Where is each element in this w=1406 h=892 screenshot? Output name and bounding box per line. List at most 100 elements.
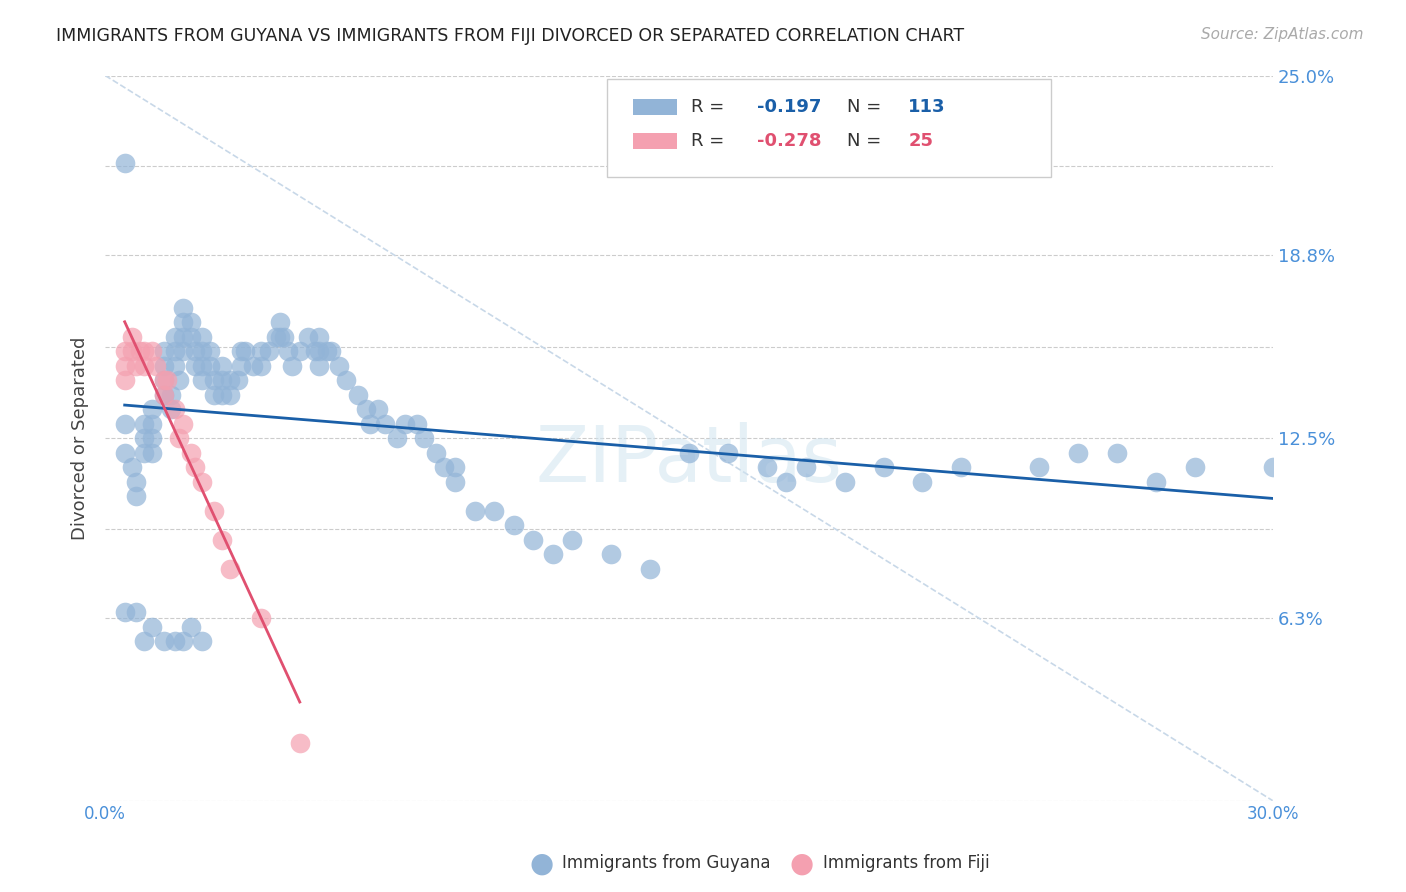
Point [191, 359, 214, 373]
Point [304, 344, 326, 359]
Text: 113: 113 [908, 98, 946, 116]
Text: N =: N = [846, 132, 887, 150]
Point [359, 417, 381, 431]
Point [911, 475, 934, 489]
Point [183, 344, 205, 359]
Point [413, 431, 436, 445]
Point [200, 359, 222, 373]
Point [288, 736, 311, 750]
Point [172, 344, 194, 359]
Point [394, 417, 416, 431]
Y-axis label: Divorced or Separated: Divorced or Separated [72, 336, 89, 540]
Point [226, 373, 249, 387]
Point [141, 417, 163, 431]
Point [202, 503, 225, 517]
Text: ●: ● [529, 849, 554, 878]
Point [191, 475, 214, 489]
Point [141, 402, 163, 417]
Text: -0.278: -0.278 [756, 132, 821, 150]
Point [308, 329, 330, 343]
Point [180, 619, 202, 633]
Point [125, 489, 148, 503]
Point [385, 431, 408, 445]
Point [160, 387, 183, 401]
Point [242, 359, 264, 373]
Point [202, 373, 225, 387]
Point [266, 329, 288, 343]
Point [121, 344, 143, 359]
Point [114, 359, 136, 373]
Point [522, 533, 544, 547]
Point [319, 344, 342, 359]
Point [121, 460, 143, 475]
Point [775, 475, 797, 489]
Point [425, 445, 447, 459]
Point [1028, 460, 1050, 475]
Point [600, 547, 623, 561]
Point [1067, 445, 1090, 459]
Point [374, 417, 396, 431]
Point [1144, 475, 1167, 489]
Text: N =: N = [846, 98, 887, 116]
Point [134, 634, 156, 648]
Point [134, 344, 156, 359]
Text: -0.197: -0.197 [756, 98, 821, 116]
Point [125, 475, 148, 489]
Point [281, 359, 304, 373]
Point [180, 329, 202, 343]
Point [152, 373, 174, 387]
Point [141, 431, 163, 445]
Point [755, 460, 778, 475]
Point [541, 547, 564, 561]
FancyBboxPatch shape [633, 133, 678, 149]
Point [114, 155, 136, 169]
Point [211, 533, 233, 547]
Point [297, 329, 319, 343]
Point [165, 329, 187, 343]
Point [141, 619, 163, 633]
Point [165, 344, 187, 359]
Text: 25: 25 [908, 132, 934, 150]
Point [405, 417, 427, 431]
Point [167, 373, 190, 387]
Point [172, 329, 194, 343]
Point [354, 402, 377, 417]
Text: IMMIGRANTS FROM GUYANA VS IMMIGRANTS FROM FIJI DIVORCED OR SEPARATED CORRELATION: IMMIGRANTS FROM GUYANA VS IMMIGRANTS FRO… [56, 27, 965, 45]
Point [183, 359, 205, 373]
Point [191, 373, 214, 387]
Point [114, 605, 136, 619]
Point [134, 445, 156, 459]
Point [165, 634, 187, 648]
Point [1184, 460, 1206, 475]
Point [218, 387, 240, 401]
Point [211, 387, 233, 401]
Point [183, 460, 205, 475]
Point [561, 533, 583, 547]
Point [114, 445, 136, 459]
Point [167, 431, 190, 445]
Point [172, 634, 194, 648]
Point [950, 460, 973, 475]
Point [145, 359, 167, 373]
Point [464, 503, 486, 517]
Point [269, 315, 291, 329]
Point [717, 445, 740, 459]
Point [872, 460, 894, 475]
Point [1261, 460, 1284, 475]
Point [218, 373, 240, 387]
Point [308, 359, 330, 373]
Point [180, 315, 202, 329]
Point [114, 373, 136, 387]
Point [152, 344, 174, 359]
Point [134, 359, 156, 373]
Point [250, 611, 273, 625]
Point [1105, 445, 1128, 459]
Point [347, 387, 370, 401]
Point [231, 359, 253, 373]
Point [211, 373, 233, 387]
Point [134, 417, 156, 431]
Point [444, 475, 467, 489]
Text: ●: ● [789, 849, 814, 878]
Text: R =: R = [692, 132, 730, 150]
Point [433, 460, 456, 475]
